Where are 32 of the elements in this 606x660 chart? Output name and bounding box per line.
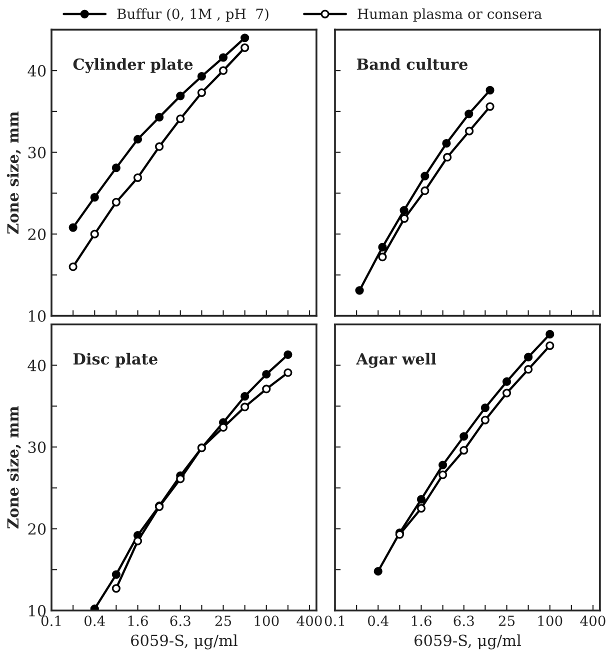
x-tick-label: 6.3 [454,616,474,626]
y-tick-label: 20 [28,228,46,240]
x-tick-label: 0.4 [368,616,388,626]
y-tick-label: 40 [28,360,46,372]
x-tick-label: 0.1 [324,616,344,626]
y-tick-label: 20 [28,523,46,535]
x-tick-label: 1.6 [412,616,432,626]
y-axis-title: Zone size, mm [6,406,21,529]
x-tick-label: 400 [296,616,322,626]
x-tick-label: 0.4 [84,616,105,626]
y-tick-label: 10 [29,310,46,322]
x-tick-label: 100 [538,616,562,626]
y-tick-label: 10 [29,604,46,617]
text: Band culture [356,58,468,70]
legend-label: Human plasma or consera [358,8,542,22]
x-tick-label: 25 [215,616,232,626]
y-tick-label: 30 [28,146,46,158]
x-tick-label: 0.1 [41,616,61,626]
x-tick-label: 1.6 [128,616,148,626]
x-tick-label: 400 [580,616,606,626]
x-axis-title: 6059-S, μg/ml [414,634,521,650]
text: Agar well [356,352,436,368]
x-tick-label: 100 [254,616,279,626]
y-tick-label: 40 [28,65,46,77]
text: Cylinder plate [73,58,193,74]
x-axis-title: 6059-S, μg/ml [131,634,238,650]
x-tick-label: 6.3 [170,616,190,626]
legend-label: Buffur (0, 1M , pH 7) [117,8,268,22]
text: Disc plate [73,352,158,368]
y-axis-title: Zone size, mm [6,111,21,234]
x-tick-label: 25 [498,616,515,626]
y-tick-label: 30 [28,441,46,454]
